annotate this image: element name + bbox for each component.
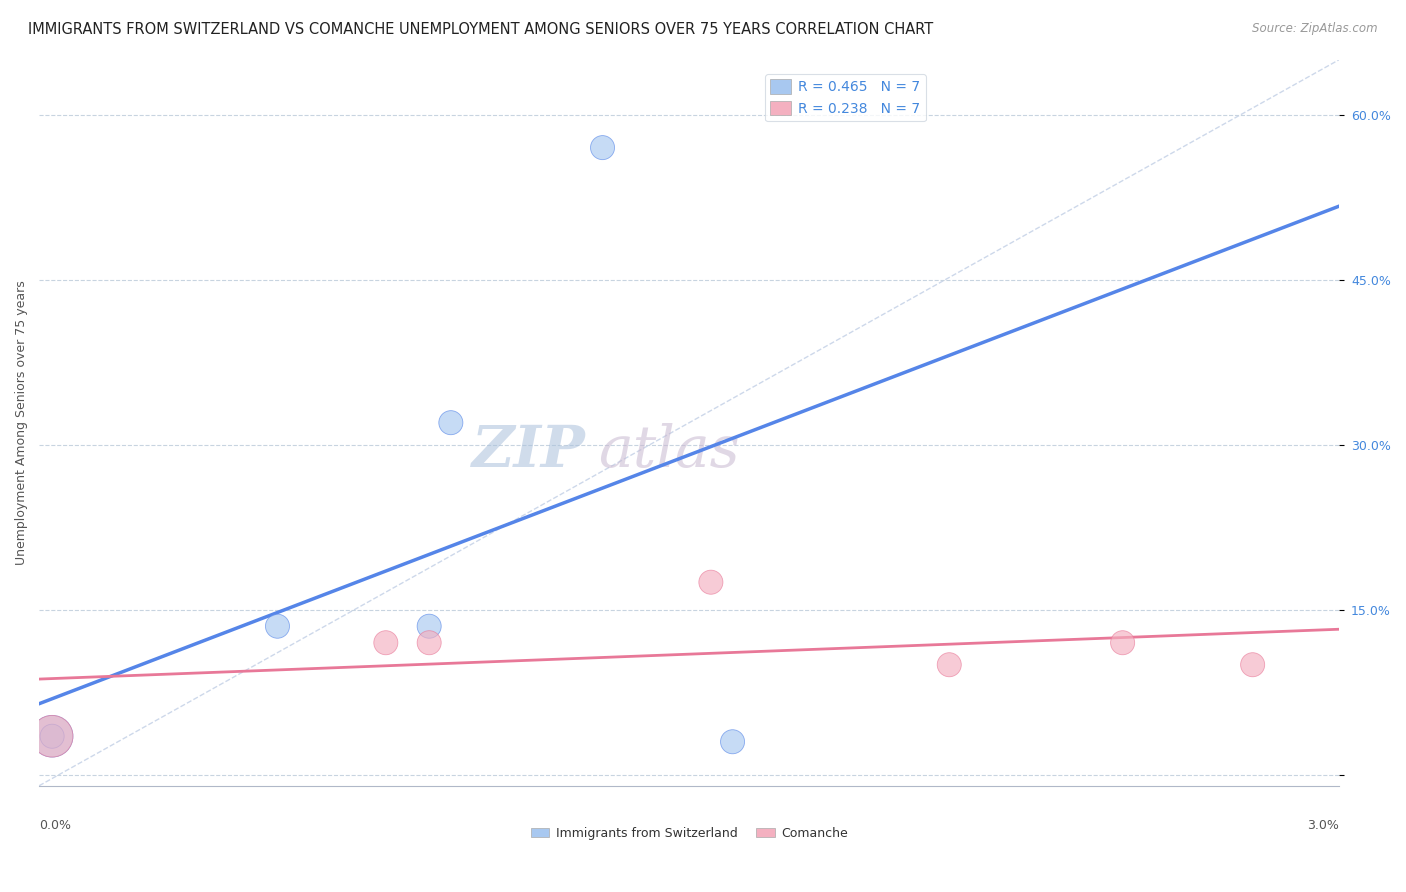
Point [1241,657,1264,672]
Point [1111,636,1133,650]
Text: Source: ZipAtlas.com: Source: ZipAtlas.com [1253,22,1378,36]
Point [938,657,960,672]
Text: 3.0%: 3.0% [1308,820,1340,832]
Point [700,575,723,590]
Point [418,636,440,650]
Text: ZIP: ZIP [471,424,585,480]
Y-axis label: Unemployment Among Seniors over 75 years: Unemployment Among Seniors over 75 years [15,280,28,565]
Legend: Immigrants from Switzerland, Comanche: Immigrants from Switzerland, Comanche [526,822,853,845]
Text: IMMIGRANTS FROM SWITZERLAND VS COMANCHE UNEMPLOYMENT AMONG SENIORS OVER 75 YEARS: IMMIGRANTS FROM SWITZERLAND VS COMANCHE … [28,22,934,37]
Point [440,416,463,430]
Point [418,619,440,633]
Text: 0.0%: 0.0% [39,820,72,832]
Point [721,735,744,749]
Point [266,619,288,633]
Point [374,636,396,650]
Text: atlas: atlas [598,424,740,480]
Point [41,729,63,743]
Point [592,140,614,154]
Point [41,729,63,743]
Point [41,729,63,743]
